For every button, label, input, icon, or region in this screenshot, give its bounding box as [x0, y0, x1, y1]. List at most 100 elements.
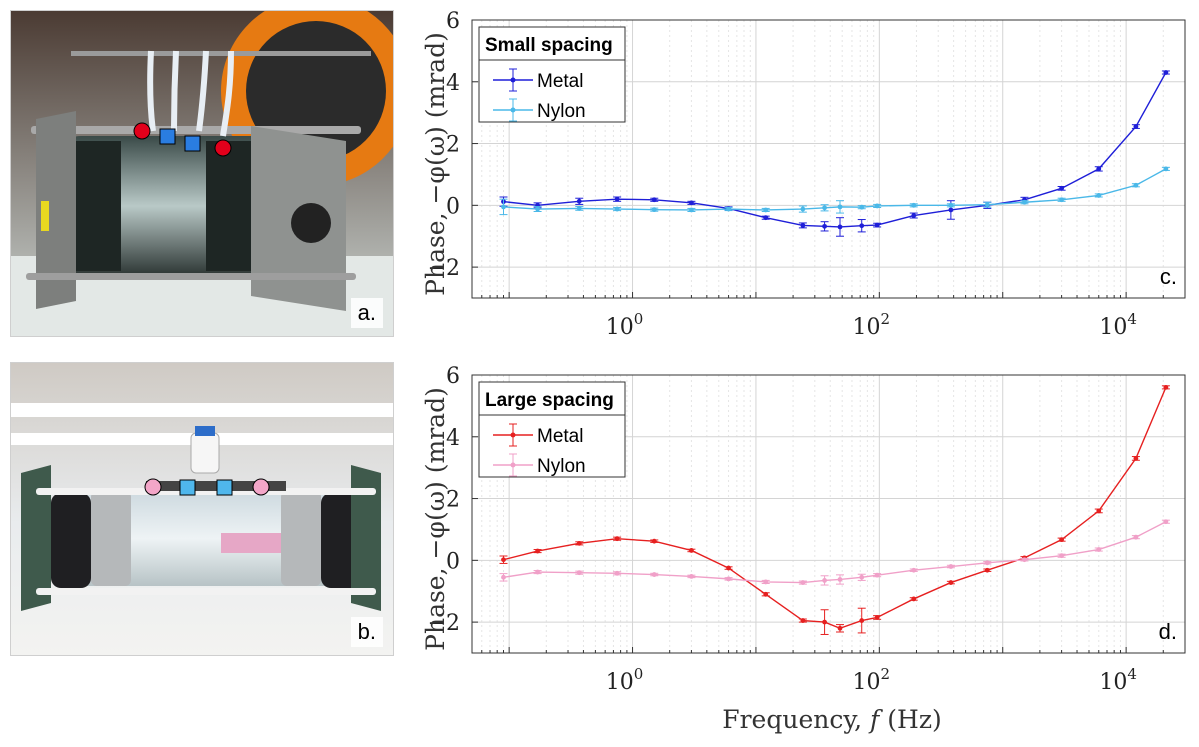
data-point — [576, 540, 582, 546]
x-tick-label: 100 — [606, 665, 644, 695]
current-electrode-marker — [144, 478, 162, 496]
data-point — [911, 213, 917, 218]
data-point — [576, 206, 582, 211]
data-point — [1096, 547, 1102, 552]
legend-label: Nylon — [537, 101, 586, 122]
data-point — [948, 207, 954, 213]
legend-box — [478, 381, 626, 478]
data-point — [689, 573, 694, 579]
current-electrode-marker — [133, 122, 151, 140]
current-electrode-marker — [252, 478, 270, 496]
data-point — [614, 570, 620, 576]
potential-electrode-marker — [159, 128, 176, 145]
photo-a-drawing — [11, 11, 393, 336]
data-point — [822, 223, 827, 229]
electrode-markers-a — [133, 122, 232, 157]
x-tick-label: 102 — [853, 310, 891, 340]
data-point — [822, 619, 827, 625]
y-tick-label: −2 — [428, 256, 460, 281]
photo-b-letter: b. — [350, 617, 383, 647]
legend-label: Metal — [537, 71, 583, 92]
y-tick-label: 2 — [446, 488, 460, 513]
axes-frame — [471, 19, 1186, 299]
chart-2: −2 0 2 4 6 100 102 104 Large spacing Metal Nylon d.… — [421, 364, 1186, 695]
data-point — [837, 577, 843, 582]
data-point — [911, 596, 917, 602]
data-point — [1022, 557, 1027, 563]
data-point — [1133, 456, 1139, 461]
data-point — [1163, 70, 1169, 75]
data-point — [874, 615, 880, 620]
data-point — [614, 206, 620, 212]
data-point — [822, 578, 827, 583]
data-point — [763, 591, 769, 597]
series-nylon — [499, 519, 1170, 586]
data-point — [948, 202, 954, 208]
y-tick-label: 0 — [446, 194, 460, 219]
legend-box — [478, 26, 626, 123]
legend-marker — [510, 462, 516, 468]
potential-electrode-marker — [216, 479, 233, 496]
data-point — [948, 564, 954, 569]
data-point — [1163, 166, 1169, 172]
y-tick-label: 4 — [446, 71, 460, 96]
data-point — [689, 207, 694, 213]
data-point — [1059, 553, 1065, 559]
legend-label: Metal — [537, 426, 583, 447]
y-tick-label: −2 — [428, 611, 460, 636]
data-point — [874, 572, 880, 578]
data-point — [614, 536, 620, 542]
data-point — [1163, 519, 1169, 525]
x-axis-label-unit: (Hz) — [879, 705, 941, 734]
data-point — [948, 580, 954, 585]
chart-1: −2 0 2 4 6 100 102 104 Small spacing Metal Nylon c.… — [421, 9, 1186, 340]
data-point — [651, 538, 657, 544]
photo-a-metal-cell: a. — [10, 10, 394, 337]
data-point — [726, 576, 731, 582]
data-point — [535, 569, 540, 575]
data-point — [822, 205, 827, 211]
series-line — [503, 521, 1167, 584]
data-point — [576, 198, 582, 204]
data-point — [689, 548, 694, 553]
data-point — [859, 223, 865, 229]
current-electrode-marker — [214, 139, 232, 157]
photo-b-nylon-cell: b. — [10, 362, 394, 656]
y-tick-label: 2 — [446, 133, 460, 158]
data-point — [911, 567, 917, 573]
y-tick-label: 6 — [446, 9, 460, 34]
data-point — [1059, 197, 1065, 203]
panel-letter: d. — [1159, 619, 1177, 644]
legend: Large spacing Metal Nylon — [478, 381, 626, 478]
data-point — [984, 202, 990, 208]
series-metal — [499, 70, 1170, 237]
x-tick-label: 102 — [853, 665, 891, 695]
y-tick-label: 0 — [446, 549, 460, 574]
data-point — [800, 618, 806, 623]
x-tick-label: 100 — [606, 310, 644, 340]
data-point — [1096, 508, 1102, 514]
data-point — [984, 560, 990, 566]
data-point — [501, 204, 506, 210]
series-line — [503, 168, 1167, 211]
x-tick-exponent: 2 — [881, 310, 891, 328]
data-point — [859, 574, 865, 580]
data-point — [651, 207, 657, 213]
data-point — [1022, 199, 1027, 205]
data-point — [800, 580, 806, 585]
y-tick-label: 6 — [446, 364, 460, 389]
data-point — [837, 204, 843, 210]
data-point — [837, 625, 843, 631]
data-point — [1059, 185, 1065, 191]
data-point — [726, 206, 731, 212]
data-point — [535, 548, 540, 554]
data-point — [984, 567, 990, 573]
data-point — [859, 618, 865, 623]
data-point — [726, 565, 731, 571]
photo-a-letter: a. — [350, 298, 383, 328]
x-tick-exponent: 4 — [1127, 665, 1137, 683]
axes-frame — [471, 374, 1186, 654]
data-point — [874, 222, 880, 228]
data-point — [763, 579, 769, 585]
data-point — [763, 215, 769, 221]
